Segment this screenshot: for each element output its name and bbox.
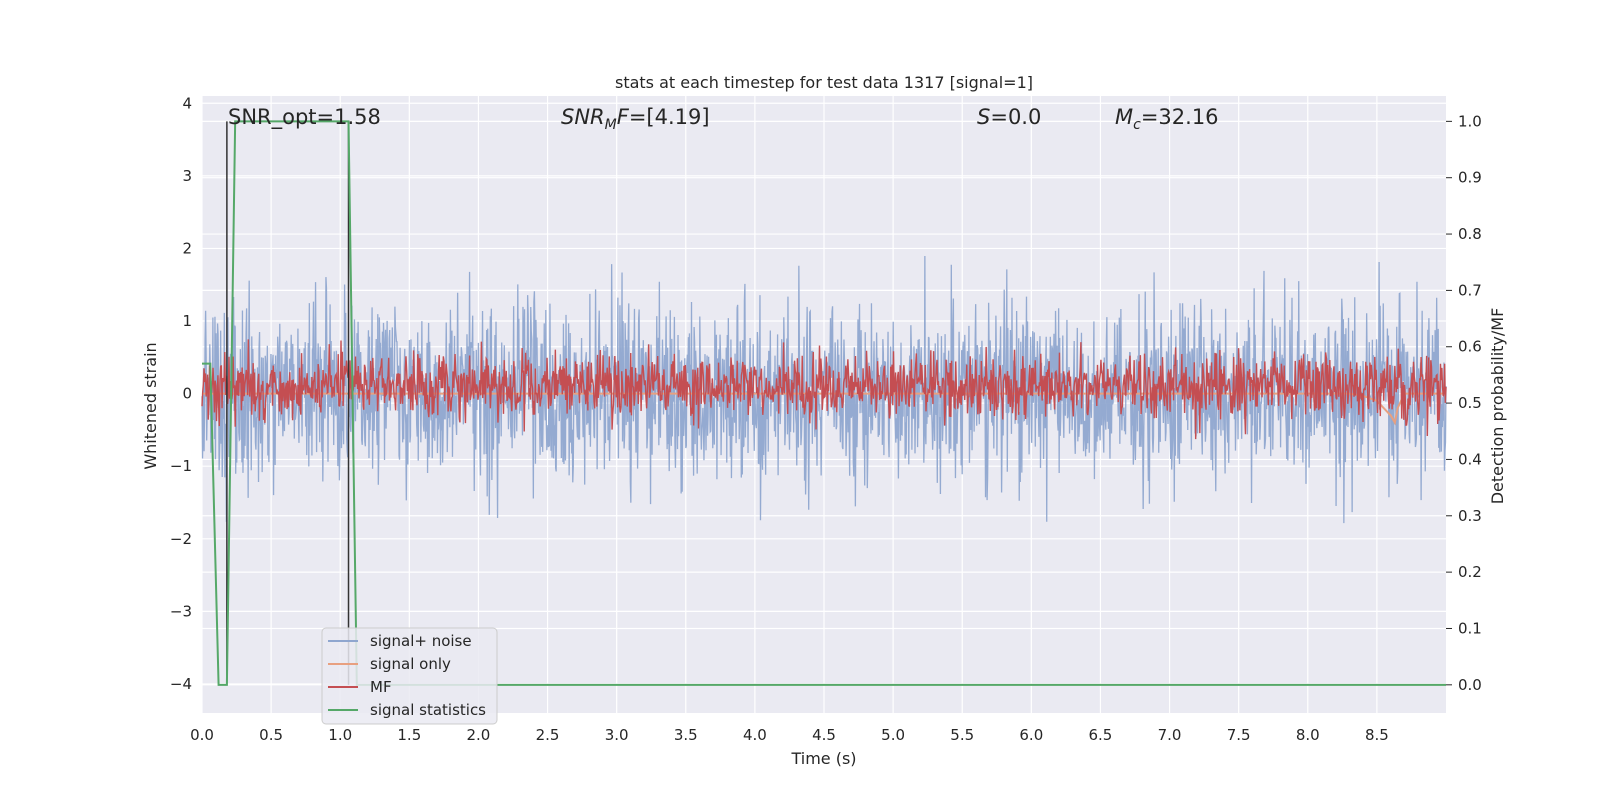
- x-tick-label: 4.5: [812, 726, 836, 744]
- y-tick-label: 0: [182, 385, 192, 403]
- legend-label-signal-only: signal only: [370, 655, 451, 673]
- annotation-snr-opt: SNR_opt=1.58: [228, 105, 381, 130]
- y-tick-label: 3: [182, 167, 192, 185]
- x-tick-label: 1.5: [397, 726, 421, 744]
- x-tick-label: 1.0: [328, 726, 352, 744]
- y2-tick-label: 1.0: [1458, 112, 1482, 130]
- y2-tick-label: 0.6: [1458, 338, 1482, 356]
- legend-label-signal-statistics: signal statistics: [370, 701, 486, 719]
- x-tick-label: 6.5: [1089, 726, 1113, 744]
- x-tick-label: 3.5: [674, 726, 698, 744]
- y2-tick-label: 0.5: [1458, 394, 1482, 412]
- y-tick-label: 4: [182, 94, 192, 112]
- x-tick-label: 7.0: [1158, 726, 1182, 744]
- series-mf: [201, 339, 1447, 440]
- x-tick-label: 5.0: [881, 726, 905, 744]
- y-tick-label: −2: [170, 530, 192, 548]
- y-tick-label: 2: [182, 239, 192, 257]
- y2-tick-label: 0.2: [1458, 563, 1482, 581]
- y-tick-labels: 4 3 2 1 0 −1 −2 −3 −4: [170, 94, 192, 693]
- x-tick-label: 7.5: [1227, 726, 1251, 744]
- chart-title: stats at each timestep for test data 131…: [615, 73, 1033, 92]
- y2-tick-label: 0.7: [1458, 281, 1482, 299]
- x-axis-label: Time (s): [790, 749, 856, 768]
- y2-tick-label: 0.9: [1458, 169, 1482, 187]
- annotation-mc: Mc=32.16: [1115, 105, 1219, 133]
- x-tick-label: 3.0: [605, 726, 629, 744]
- y2-tick-label: 0.0: [1458, 676, 1482, 694]
- legend-label-signal-noise: signal+ noise: [370, 632, 472, 650]
- y2-tick-labels: 1.0 0.9 0.8 0.7 0.6 0.5 0.4 0.3 0.2 0.1 0.0: [1446, 112, 1482, 694]
- x-tick-label: 4.0: [743, 726, 767, 744]
- y-tick-label: −1: [170, 457, 192, 475]
- y2-tick-label: 0.4: [1458, 450, 1482, 468]
- annotation-snr-mf: SNRMF=[4.19]: [561, 105, 710, 133]
- legend-label-mf: MF: [370, 678, 392, 696]
- y-axis-label: Whitened strain: [141, 342, 160, 469]
- x-tick-labels: 0.0 0.5 1.0 1.5 2.0 2.5 3.0 3.5 4.0 4.5 5.0 5.5 6.0 6…: [190, 726, 1389, 744]
- y-tick-label: −3: [170, 602, 192, 620]
- y2-tick-label: 0.1: [1458, 619, 1482, 637]
- legend-box: [321, 627, 498, 725]
- x-tick-label: 0.5: [259, 726, 283, 744]
- x-tick-label: 8.5: [1365, 726, 1389, 744]
- grid: [201, 96, 1446, 713]
- x-tick-label: 2.0: [467, 726, 491, 744]
- legend: signal+ noise signal only MF signal stat…: [321, 627, 498, 725]
- y2-tick-label: 0.8: [1458, 225, 1482, 243]
- y-tick-label: 1: [182, 312, 192, 330]
- x-tick-label: 0.0: [190, 726, 214, 744]
- x-tick-label: 5.5: [950, 726, 974, 744]
- x-tick-label: 2.5: [536, 726, 560, 744]
- y-tick-label: −4: [170, 675, 192, 693]
- x-tick-label: 6.0: [1019, 726, 1043, 744]
- y2-axis-label: Detection probability/MF: [1488, 308, 1507, 505]
- annotation-s: S=0.0: [977, 105, 1041, 129]
- y2-tick-label: 0.3: [1458, 507, 1482, 525]
- x-tick-label: 8.0: [1296, 726, 1320, 744]
